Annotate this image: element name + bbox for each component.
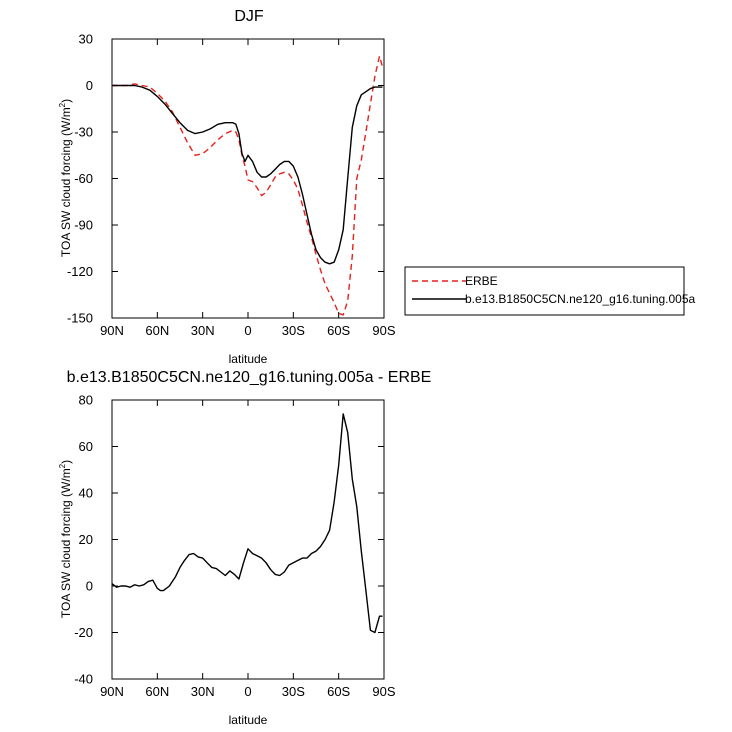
bottom-ytick-label: 80 <box>79 393 93 408</box>
top-xtick-label: 60S <box>327 323 350 338</box>
top-ylabel-end: ) <box>59 99 73 103</box>
bottom-chart: b.e13.B1850C5CN.ne120_g16.tuning.005a - … <box>58 369 431 727</box>
bottom-ytick-label: 60 <box>79 439 93 454</box>
top-chart-xlabel: latitude <box>229 352 268 366</box>
top-xtick-label: 0 <box>244 323 251 338</box>
top-xtick-label: 90N <box>100 323 124 338</box>
top-ylabel-main: TOA SW cloud forcing (W/m <box>59 107 73 257</box>
bottom-ytick-label: -20 <box>74 625 93 640</box>
top-ytick-label: -120 <box>67 264 93 279</box>
legend: ERBE b.e13.B1850C5CN.ne120_g16.tuning.00… <box>404 266 696 316</box>
bottom-ytick-label: 0 <box>86 579 93 594</box>
top-series-erbe-line <box>112 55 384 316</box>
top-plot-frame <box>111 38 385 319</box>
bottom-xtick-label: 90N <box>100 684 124 699</box>
top-ytick-label: 0 <box>86 78 93 93</box>
bottom-ylabel-sup: 2 <box>58 463 67 468</box>
top-xtick-label: 90S <box>372 323 395 338</box>
top-ytick-label: -30 <box>74 125 93 140</box>
bottom-ylabel-end: ) <box>59 460 73 464</box>
legend-box <box>404 266 685 316</box>
top-chart-ylabel: TOA SW cloud forcing (W/m2) <box>58 99 73 257</box>
bottom-chart-title: b.e13.B1850C5CN.ne120_g16.tuning.005a - … <box>67 369 432 386</box>
bottom-chart-lines <box>111 413 383 634</box>
top-xtick-label: 60N <box>145 323 169 338</box>
bottom-xtick-label: 60N <box>145 684 169 699</box>
legend-label-model: b.e13.B1850C5CN.ne120_g16.tuning.005a <box>465 292 696 306</box>
bottom-chart-ticks: 90N 60N 30N 0 30S 60S 90S 80 60 40 20 0 -20 -40 <box>74 393 396 700</box>
top-ytick-label: -90 <box>74 218 93 233</box>
legend-label-erbe: ERBE <box>465 274 498 288</box>
bottom-ytick-label: 20 <box>79 532 93 547</box>
top-ytick-label: -150 <box>67 311 93 326</box>
top-ytick-label: 30 <box>79 32 93 47</box>
top-xtick-label: 30S <box>282 323 305 338</box>
bottom-ytick-label: 40 <box>79 486 93 501</box>
bottom-ylabel-main: TOA SW cloud forcing (W/m <box>59 468 73 618</box>
bottom-xtick-label: 60S <box>327 684 350 699</box>
bottom-xtick-label: 0 <box>244 684 251 699</box>
bottom-series-difference-line <box>111 413 383 634</box>
bottom-ytick-label: -40 <box>74 672 93 687</box>
bottom-xtick-label: 30S <box>282 684 305 699</box>
top-chart-ticks: 90N 60N 30N 0 30S 60S 90S 30 0 -30 -60 -90 -120 -150 <box>67 32 396 339</box>
top-ylabel-sup: 2 <box>58 102 67 107</box>
top-ytick-label: -60 <box>74 171 93 186</box>
bottom-xtick-label: 30N <box>191 684 215 699</box>
bottom-plot-frame <box>111 399 385 680</box>
top-xtick-label: 30N <box>191 323 215 338</box>
top-series-model-line <box>112 84 383 265</box>
top-chart-title: DJF <box>234 8 264 25</box>
bottom-chart-ylabel: TOA SW cloud forcing (W/m2) <box>58 460 73 618</box>
top-chart-lines <box>112 55 384 316</box>
bottom-xtick-label: 90S <box>372 684 395 699</box>
bottom-chart-xlabel: latitude <box>229 713 268 727</box>
top-chart: DJF 90N 60N 30N 0 30S 60S 90S 30 0 -30 -60 -90 -120 -… <box>58 8 396 366</box>
